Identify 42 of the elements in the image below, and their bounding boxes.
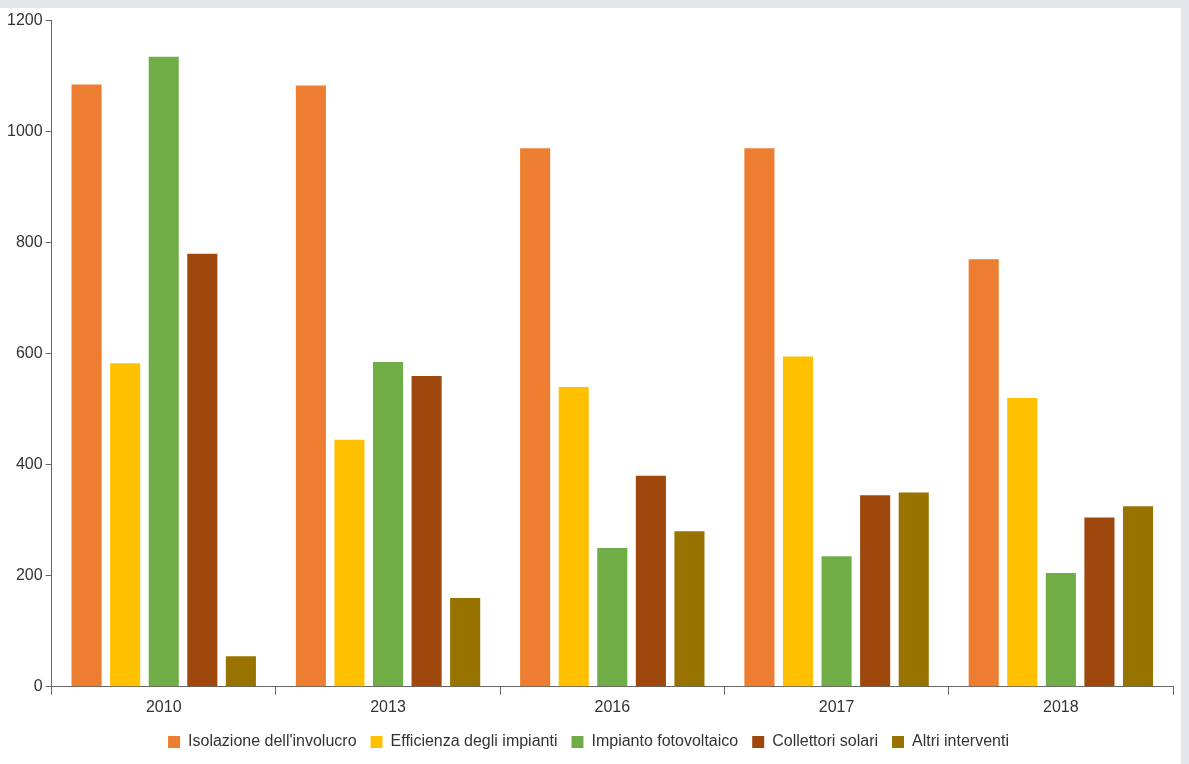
- bar: [968, 259, 999, 687]
- bar: [1084, 517, 1115, 687]
- y-tick-label: 1200: [7, 11, 43, 29]
- legend-label: Efficienza degli impianti: [390, 732, 558, 750]
- bar: [821, 556, 852, 687]
- y-tick-label: 800: [15, 233, 43, 251]
- bar: [334, 439, 365, 687]
- bar: [1045, 572, 1076, 687]
- bar: [782, 356, 814, 687]
- y-tick-label: 400: [15, 455, 43, 473]
- bar: [187, 253, 218, 687]
- x-tick-label: 2018: [1043, 697, 1079, 715]
- x-tick-label: 2017: [818, 697, 855, 715]
- legend-label: Altri interventi: [912, 732, 1009, 750]
- bar: [744, 148, 775, 687]
- bar: [597, 548, 628, 687]
- bar: [411, 375, 442, 687]
- x-tick-label: 2010: [145, 697, 182, 715]
- bar: [71, 84, 102, 687]
- legend-label: Collettori solari: [772, 732, 879, 750]
- y-tick-label: 600: [15, 344, 43, 362]
- legend-label: Impianto fotovoltaico: [591, 732, 739, 750]
- bar: [1122, 506, 1154, 687]
- x-tick-label: 2013: [370, 697, 406, 715]
- legend-label: Isolazione dell'involucro: [188, 732, 357, 750]
- bar: [558, 387, 589, 687]
- x-tick-label: 2016: [594, 697, 631, 715]
- y-tick-label: 200: [15, 566, 43, 584]
- bar: [520, 148, 551, 687]
- bar: [860, 495, 891, 687]
- bar: [674, 531, 705, 687]
- bar: [898, 492, 929, 687]
- bar: [295, 85, 326, 687]
- bar: [148, 56, 179, 687]
- y-tick-label: 1000: [7, 122, 43, 140]
- bar: [110, 363, 141, 687]
- bar: [225, 656, 256, 687]
- bar: [450, 597, 481, 687]
- bar: [635, 475, 666, 687]
- bar: [372, 362, 404, 687]
- y-tick-label: 0: [33, 677, 43, 695]
- bar: [1007, 398, 1038, 687]
